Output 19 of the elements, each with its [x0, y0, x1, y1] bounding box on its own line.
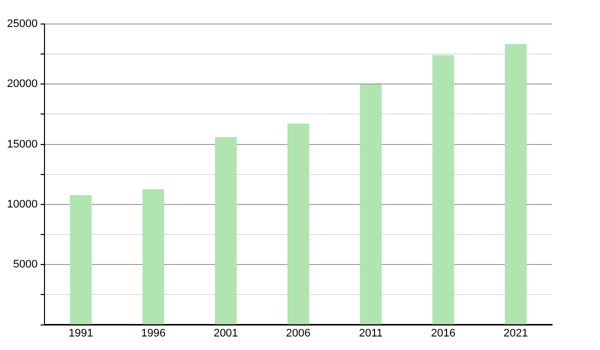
x-tick-label: 2011 — [358, 327, 383, 340]
bar — [432, 55, 454, 324]
y-tick-label: 5000 — [13, 258, 38, 271]
y-tick-label: 10000 — [6, 198, 38, 211]
x-tick-label: 2001 — [214, 327, 238, 340]
y-tick-label: 20000 — [6, 78, 38, 90]
bar — [70, 195, 92, 324]
bar — [214, 137, 237, 324]
bar — [504, 44, 527, 324]
x-tick-label: 2016 — [431, 327, 456, 340]
y-tick-label: 25000 — [6, 18, 38, 30]
bar — [287, 124, 310, 324]
x-tick-label: 1996 — [141, 327, 166, 340]
y-tick-label: 15000 — [6, 138, 38, 150]
x-tick-label: 2021 — [504, 327, 528, 340]
bar — [360, 84, 382, 324]
x-tick-label: 2006 — [286, 327, 311, 340]
x-tick-label: 1991 — [68, 327, 94, 340]
bar — [142, 189, 164, 324]
